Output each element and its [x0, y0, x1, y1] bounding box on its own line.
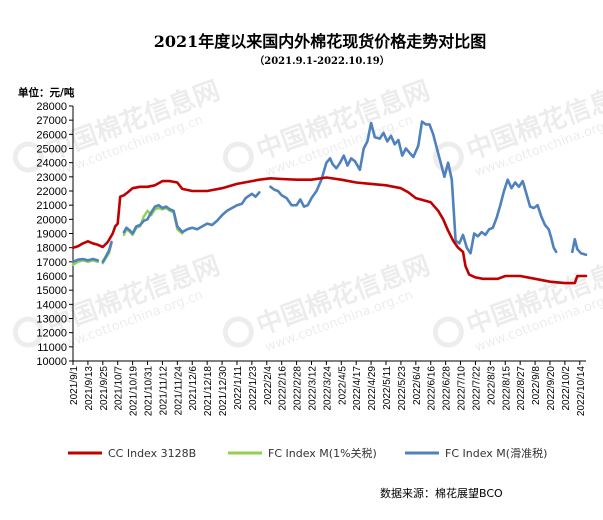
y-tick-label: 14000	[36, 299, 67, 311]
series-line-fc-index-sliding	[269, 120, 558, 255]
x-tick-label: 2022/2/16	[278, 366, 289, 411]
legend: CC Index 3128B FC Index M(1%关税) FC Index M…	[68, 446, 547, 460]
x-tick-label: 2021/12/18	[203, 366, 214, 416]
chart-subtitle: （2021.9.1-2022.10.19）	[254, 54, 390, 67]
watermark-logo	[222, 316, 254, 348]
watermark-logo	[432, 316, 464, 348]
y-tick-label: 19000	[36, 229, 67, 241]
y-tick-labels: 10000 11000 12000 13000 14000 15000 16000 17000…	[36, 101, 67, 368]
x-tick-label: 2022/10/14	[576, 366, 587, 416]
x-tick-label: 2022/6/28	[442, 366, 453, 411]
y-tick-label: 17000	[36, 257, 67, 269]
y-tick-label: 25000	[36, 144, 67, 156]
x-tick-label: 2021/10/19	[129, 366, 140, 416]
x-tick-label: 2021/9/1	[69, 366, 80, 405]
series-line-cc-index	[71, 176, 588, 285]
axes	[69, 105, 586, 365]
y-tick-label: 13000	[36, 314, 67, 326]
x-tick-label: 2022/5/11	[382, 366, 393, 410]
y-tick-label: 10000	[36, 356, 67, 368]
watermark-logo	[12, 316, 44, 348]
x-tick-label: 2022/1/11	[233, 366, 244, 410]
y-tick-label: 11000	[37, 342, 67, 354]
y-tick-label: 23000	[36, 172, 67, 184]
x-tick-label: 2022/8/15	[501, 366, 512, 411]
x-tick-label: 2021/12/30	[218, 366, 229, 416]
series-line-fc-index-1pct	[71, 259, 99, 266]
x-tick-label: 2021/11/12	[158, 366, 169, 416]
x-tick-label: 2021/10/7	[114, 366, 125, 411]
x-tick-label: 2022/6/16	[427, 366, 438, 411]
y-tick-label: 26000	[36, 129, 67, 141]
source-note: 数据来源：棉花展望BCO	[380, 486, 503, 500]
y-tick-label: 22000	[36, 186, 67, 198]
series-line-fc-index-sliding	[122, 191, 261, 235]
x-tick-label: 2022/8/27	[516, 366, 527, 411]
y-tick-label: 20000	[36, 214, 67, 226]
legend-label: FC Index M(1%关税)	[268, 446, 377, 460]
watermark-logo	[222, 141, 254, 173]
y-axis-unit-label: 单位：元/吨	[18, 86, 75, 99]
x-tick-label: 2022/5/23	[397, 366, 408, 411]
y-tick-label: 27000	[36, 115, 67, 127]
x-tick-label: 2022/6/4	[412, 366, 423, 405]
x-tick-label: 2022/3/24	[322, 366, 333, 411]
x-tick-label: 2021/9/25	[99, 366, 110, 411]
series-line-fc-index-sliding	[71, 257, 100, 264]
x-tick-label: 2022/4/17	[352, 366, 363, 411]
x-tick-label: 2021/11/24	[173, 366, 184, 416]
y-tick-label: 15000	[36, 285, 67, 297]
x-tick-label: 2022/10/2	[561, 366, 572, 411]
series-line-fc-index-sliding	[571, 237, 588, 257]
y-tick-label: 16000	[36, 271, 67, 283]
y-tick-label: 28000	[36, 101, 67, 113]
legend-label: FC Index M(滑准税)	[445, 446, 547, 460]
x-tick-label: 2022/2/28	[293, 366, 304, 411]
legend-label: CC Index 3128B	[108, 447, 196, 460]
y-tick-label: 21000	[36, 200, 67, 212]
x-tick-label: 2022/7/22	[471, 366, 482, 411]
x-tick-label: 2021/12/6	[188, 366, 199, 411]
series-line-fc-index-sliding	[101, 240, 113, 264]
y-tick-label: 18000	[36, 243, 67, 255]
x-tick-label: 2022/3/12	[307, 366, 318, 411]
x-tick-label: 2022/9/8	[531, 366, 542, 405]
x-tick-label: 2022/8/3	[486, 366, 497, 405]
x-tick-label: 2022/9/20	[546, 366, 557, 411]
series-lines	[71, 120, 588, 285]
x-tick-label: 2021/9/13	[84, 366, 95, 411]
x-tick-label: 2022/7/10	[457, 366, 468, 411]
x-tick-label: 2021/10/31	[144, 366, 155, 416]
x-tick-labels: 2021/9/1 2021/9/13 2021/9/25 2021/10/7 2021/…	[69, 366, 587, 416]
watermark-logo	[432, 141, 464, 173]
y-tick-label: 24000	[36, 158, 67, 170]
x-tick-label: 2022/4/5	[337, 366, 348, 405]
watermark-logo	[12, 141, 44, 173]
y-tick-label: 12000	[36, 328, 67, 340]
x-tick-label: 2022/1/23	[248, 366, 259, 411]
x-tick-label: 2022/2/4	[263, 366, 274, 405]
chart-title: 2021年度以来国内外棉花现货价格走势对比图	[154, 32, 487, 51]
x-tick-label: 2022/4/29	[367, 366, 378, 411]
